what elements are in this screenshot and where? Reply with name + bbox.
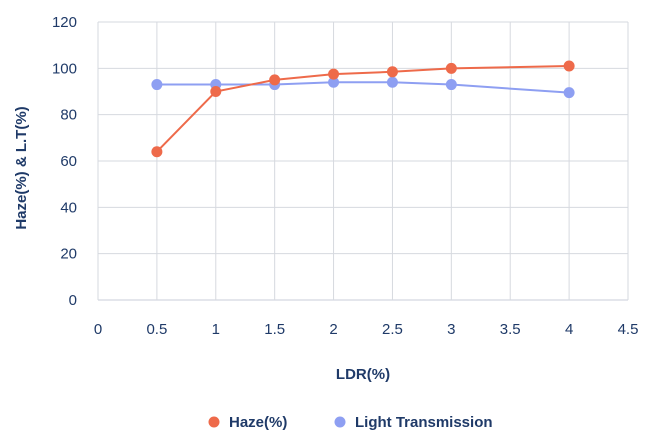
y-tick-label: 20 — [60, 246, 77, 263]
legend-label: Light Transmission — [355, 414, 493, 431]
x-tick-label: 1.5 — [264, 321, 285, 338]
data-point-haze — [563, 60, 575, 72]
x-tick-label: 2.5 — [382, 321, 403, 338]
data-point-light-transmission — [328, 76, 340, 88]
y-tick-label: 100 — [52, 60, 77, 77]
y-tick-label: 120 — [52, 14, 77, 31]
x-axis-title: LDR(%) — [336, 366, 390, 383]
legend-marker — [208, 416, 220, 428]
grid — [97, 21, 629, 301]
data-point-light-transmission — [445, 79, 457, 91]
x-tick-label: 3.5 — [500, 321, 521, 338]
x-tick-label: 3 — [447, 321, 455, 338]
data-point-light-transmission — [386, 76, 398, 88]
data-point-haze — [445, 62, 457, 74]
x-tick-label: 1 — [212, 321, 220, 338]
x-tick-label: 0 — [94, 321, 102, 338]
y-tick-label: 60 — [60, 153, 77, 170]
x-tick-label: 0.5 — [146, 321, 167, 338]
y-tick-label: 80 — [60, 107, 77, 124]
x-tick-label: 2 — [329, 321, 337, 338]
data-point-haze — [328, 68, 340, 80]
y-tick-label: 0 — [69, 292, 77, 309]
series-line-haze — [156, 65, 570, 153]
data-point-haze — [210, 86, 222, 97]
data-point-haze — [269, 74, 281, 86]
legend-label: Haze(%) — [229, 414, 287, 431]
data-point-haze — [151, 146, 163, 158]
data-point-light-transmission — [563, 87, 575, 99]
y-axis-ticks: 0 20 40 60 80 100 120 — [52, 14, 77, 309]
legend: Haze(%) Light Transmission — [208, 414, 493, 431]
legend-marker — [334, 416, 346, 428]
data-point-haze — [386, 66, 398, 78]
x-tick-label: 4 — [565, 321, 573, 338]
x-axis-ticks: 0 0.5 1 1.5 2 2.5 3 3.5 4 4.5 — [94, 321, 639, 338]
x-tick-label: 4.5 — [618, 321, 639, 338]
y-tick-label: 40 — [60, 199, 77, 216]
series-layer — [151, 60, 575, 158]
data-point-light-transmission — [151, 79, 163, 91]
y-axis-title: Haze(%) & L.T(%) — [13, 106, 30, 229]
